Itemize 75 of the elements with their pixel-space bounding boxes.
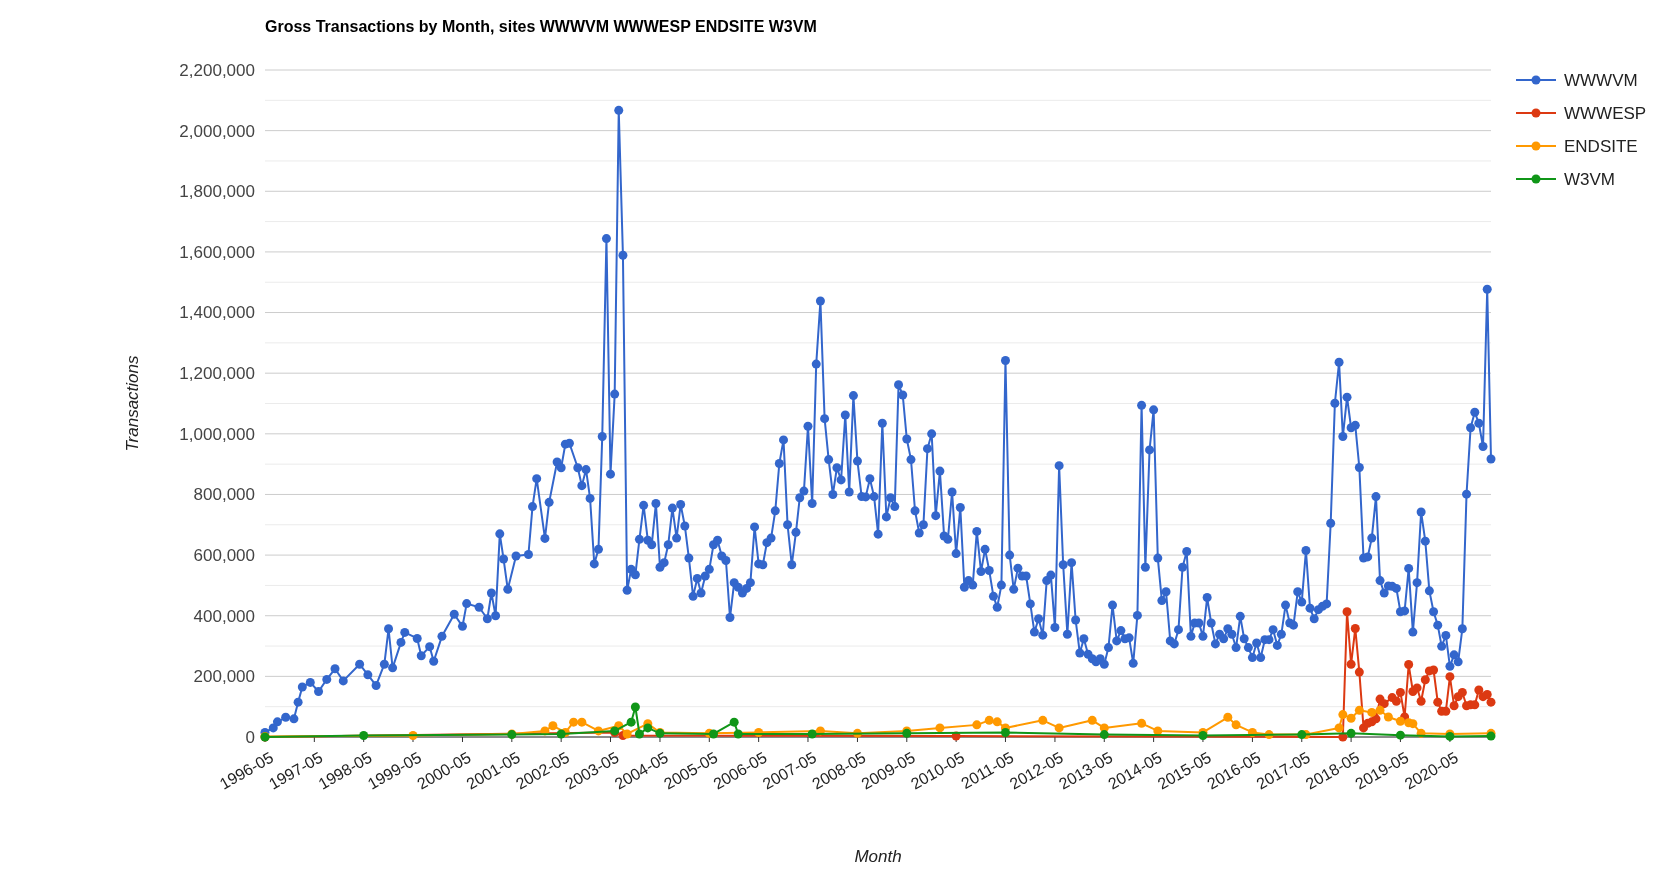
point bbox=[1338, 710, 1348, 720]
point bbox=[1137, 718, 1147, 728]
point bbox=[1404, 660, 1414, 670]
point bbox=[935, 723, 945, 733]
point bbox=[548, 721, 558, 731]
point bbox=[622, 729, 632, 739]
point bbox=[1474, 685, 1484, 695]
point bbox=[1433, 697, 1443, 707]
y-tick-label: 1,800,000 bbox=[179, 182, 255, 202]
point bbox=[1038, 715, 1048, 725]
point bbox=[1391, 696, 1401, 706]
y-tick-label: 200,000 bbox=[193, 667, 255, 687]
legend-label: W3VM bbox=[1564, 169, 1615, 189]
y-tick-label: 2,200,000 bbox=[179, 60, 255, 80]
legend-label: WWWVM bbox=[1564, 70, 1638, 90]
point bbox=[630, 702, 640, 712]
y-axis-title: Transactions bbox=[123, 354, 142, 452]
point bbox=[1445, 672, 1455, 682]
point bbox=[577, 717, 587, 727]
point bbox=[1375, 705, 1385, 715]
point bbox=[1367, 707, 1377, 717]
point bbox=[972, 720, 982, 730]
point bbox=[1346, 713, 1356, 723]
point bbox=[709, 729, 718, 739]
point bbox=[1087, 715, 1097, 725]
point bbox=[359, 730, 369, 740]
point bbox=[569, 717, 579, 727]
y-tick-label: 0 bbox=[245, 727, 255, 747]
point bbox=[1000, 727, 1010, 737]
point bbox=[1457, 687, 1467, 697]
y-tick-label: 1,000,000 bbox=[179, 424, 255, 444]
point bbox=[643, 723, 653, 733]
point bbox=[1054, 723, 1064, 733]
point bbox=[1395, 687, 1405, 697]
point bbox=[626, 717, 636, 727]
point bbox=[1350, 623, 1360, 633]
chart-title: Gross Transactions by Month, sites WWWVM WWWESP ENDSITE W3VM bbox=[265, 18, 817, 35]
legend-label: WWWESP bbox=[1564, 103, 1647, 123]
y-tick-label: 400,000 bbox=[193, 606, 255, 626]
point bbox=[1395, 730, 1405, 740]
point bbox=[1354, 705, 1364, 715]
y-tick-label: 800,000 bbox=[193, 485, 255, 505]
point bbox=[1420, 675, 1430, 685]
point bbox=[733, 729, 743, 739]
legend-label: ENDSITE bbox=[1564, 136, 1638, 156]
x-axis-title: Month bbox=[854, 847, 902, 866]
point bbox=[1231, 720, 1241, 730]
point bbox=[556, 729, 566, 739]
point bbox=[1297, 730, 1307, 740]
point bbox=[1412, 683, 1422, 693]
point bbox=[1354, 667, 1364, 677]
point bbox=[1346, 728, 1356, 738]
point bbox=[1395, 716, 1405, 726]
point bbox=[992, 717, 1002, 727]
point bbox=[1482, 690, 1492, 700]
point bbox=[1099, 730, 1109, 740]
point bbox=[634, 729, 644, 739]
y-tick-label: 1,400,000 bbox=[179, 303, 255, 323]
point bbox=[1449, 701, 1459, 711]
point bbox=[1486, 697, 1496, 707]
point bbox=[1379, 699, 1389, 709]
point bbox=[1383, 712, 1393, 722]
point bbox=[1416, 696, 1426, 706]
y-tick-label: 1,600,000 bbox=[179, 242, 255, 262]
point bbox=[1223, 712, 1233, 722]
point bbox=[729, 717, 739, 727]
point bbox=[1334, 723, 1344, 733]
point bbox=[807, 729, 817, 739]
point bbox=[984, 715, 994, 725]
y-tick-label: 1,200,000 bbox=[179, 364, 255, 384]
y-tick-label: 600,000 bbox=[193, 546, 255, 566]
point bbox=[1346, 659, 1356, 669]
y-tick-label: 2,000,000 bbox=[179, 121, 255, 141]
point bbox=[1342, 607, 1352, 617]
point bbox=[1429, 665, 1439, 675]
